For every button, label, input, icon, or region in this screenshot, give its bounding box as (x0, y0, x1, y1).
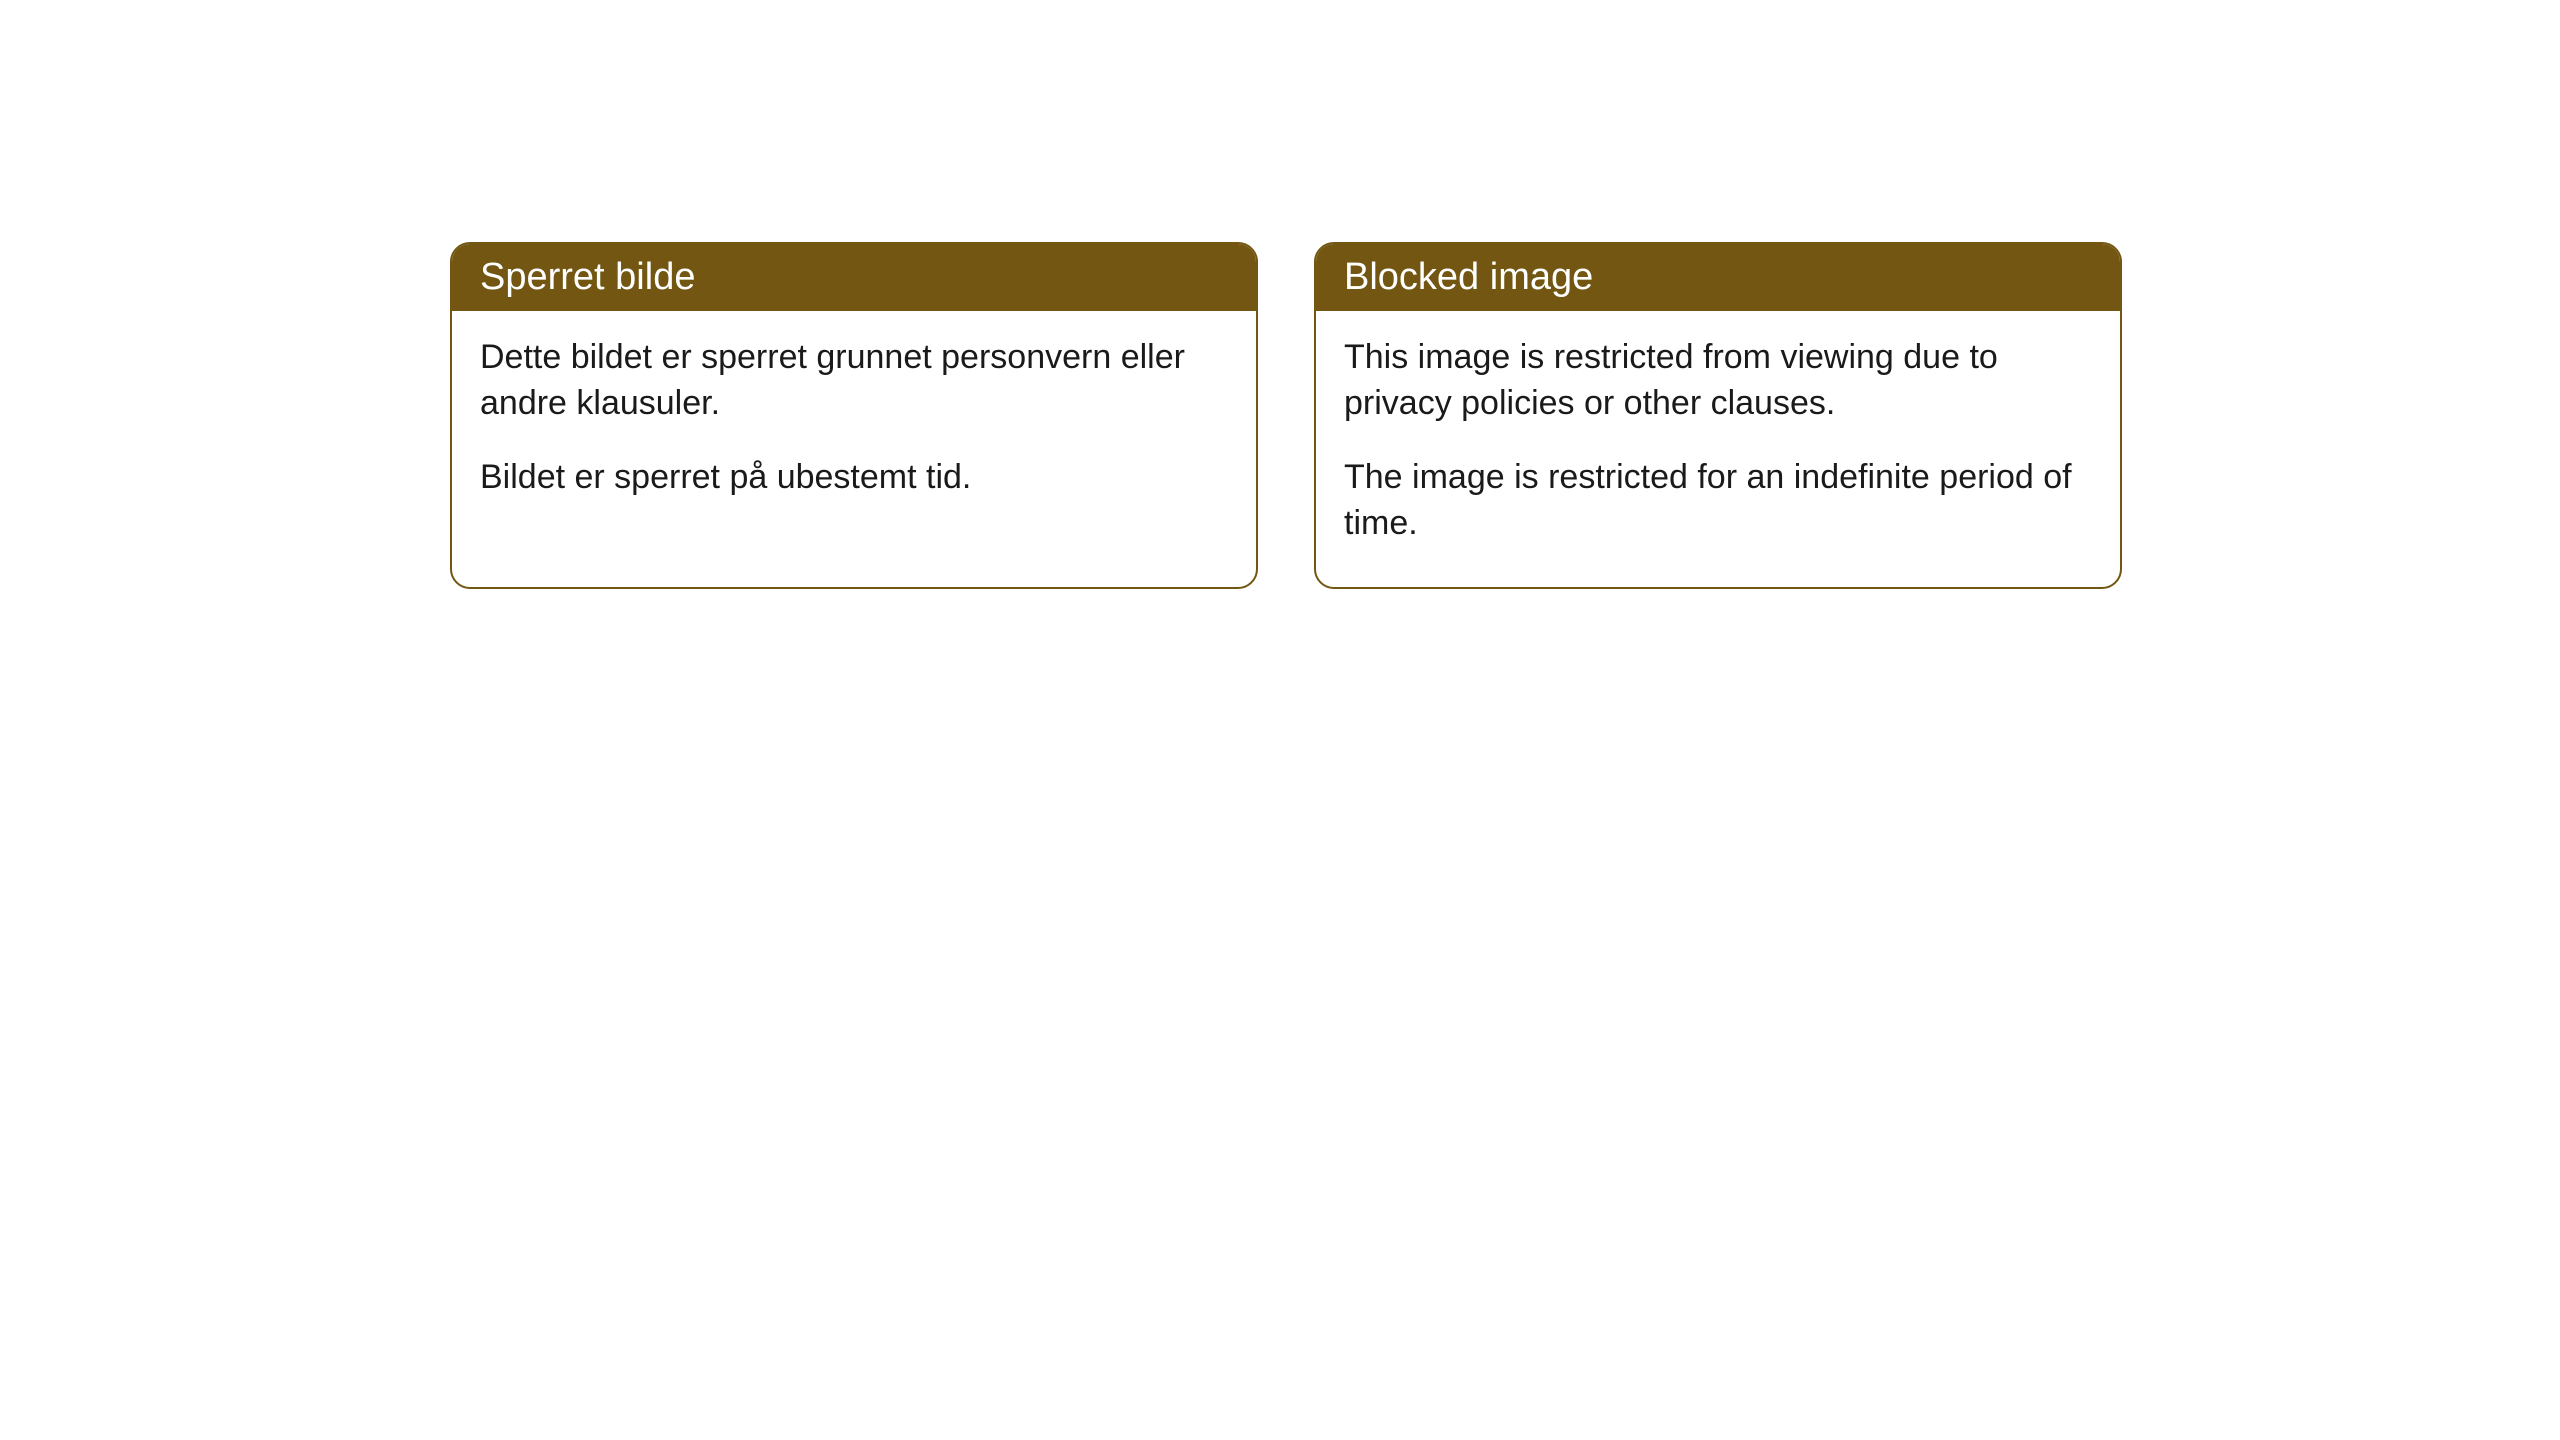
card-paragraph-1: Dette bildet er sperret grunnet personve… (480, 335, 1228, 427)
blocked-image-card-english: Blocked image This image is restricted f… (1314, 242, 2122, 589)
card-body: Dette bildet er sperret grunnet personve… (452, 311, 1256, 541)
card-body: This image is restricted from viewing du… (1316, 311, 2120, 587)
blocked-image-card-norwegian: Sperret bilde Dette bildet er sperret gr… (450, 242, 1258, 589)
card-paragraph-2: Bildet er sperret på ubestemt tid. (480, 455, 1228, 501)
notice-cards-container: Sperret bilde Dette bildet er sperret gr… (450, 242, 2122, 589)
card-title: Sperret bilde (480, 256, 695, 298)
card-paragraph-1: This image is restricted from viewing du… (1344, 335, 2092, 427)
card-title: Blocked image (1344, 256, 1593, 298)
card-header: Sperret bilde (452, 244, 1256, 311)
card-paragraph-2: The image is restricted for an indefinit… (1344, 455, 2092, 547)
card-header: Blocked image (1316, 244, 2120, 311)
